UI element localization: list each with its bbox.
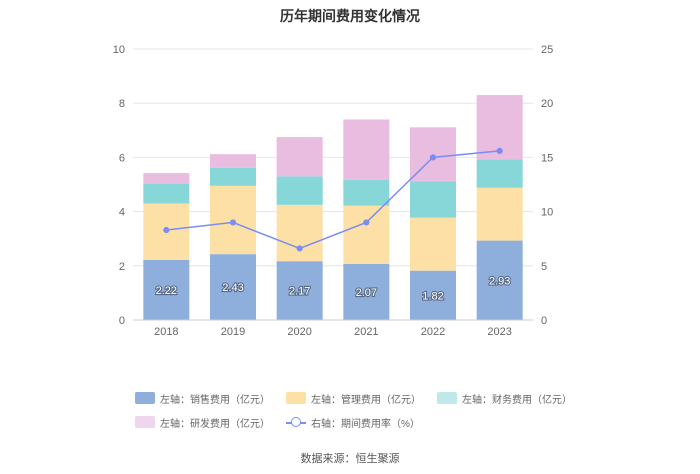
right-axis-tick: 5 <box>541 261 547 273</box>
bar-segment-2023-2 <box>476 159 523 188</box>
data-label-sales: 2.17 <box>289 286 310 298</box>
bar-segment-2019-2 <box>210 167 256 186</box>
bar-segment-2021-3 <box>343 119 390 180</box>
bar-segment-2018-2 <box>143 183 190 204</box>
right-axis-tick: 10 <box>541 207 553 219</box>
legend-item-finance[interactable]: 左轴：财务费用（亿元） <box>437 391 572 406</box>
bar-segment-2020-2 <box>276 176 323 205</box>
bar-segment-2020-0 <box>276 261 323 320</box>
legend-label-sales: 左轴：销售费用（亿元） <box>160 394 270 406</box>
legend-label-finance: 左轴：财务费用（亿元） <box>462 394 572 406</box>
legend-swatch-rate <box>286 416 306 428</box>
bar-segment-2022-2 <box>410 181 456 218</box>
right-axis-tick: 0 <box>541 315 547 327</box>
legend-item-admin[interactable]: 左轴：管理费用（亿元） <box>286 391 421 406</box>
legend-swatch-admin <box>286 392 306 404</box>
legend-label-admin: 左轴：管理费用（亿元） <box>311 394 421 406</box>
data-label-sales: 2.07 <box>356 287 377 299</box>
legend-item-rate[interactable]: 右轴：期间费用率（%） <box>286 415 420 430</box>
x-axis-tick: 2022 <box>421 326 445 338</box>
bar-segment-2022-1 <box>410 217 456 271</box>
data-source: 数据来源：恒生聚源 <box>300 453 400 465</box>
bar-segment-2023-1 <box>476 187 523 241</box>
legend-swatch-sales <box>135 392 155 404</box>
left-axis-tick: 8 <box>119 98 125 110</box>
bar-segment-2018-0 <box>143 259 190 320</box>
x-axis-tick: 2021 <box>354 326 378 338</box>
bar-segment-2021-1 <box>343 205 390 264</box>
x-axis-tick: 2019 <box>221 326 245 338</box>
legend-label-rate: 右轴：期间费用率（%） <box>311 418 420 430</box>
line-point-rate-2023 <box>496 147 503 154</box>
left-axis-tick: 0 <box>119 315 125 327</box>
bar-segment-2020-3 <box>276 137 323 177</box>
x-axis-tick: 2023 <box>487 326 511 338</box>
left-axis-tick: 2 <box>119 261 125 273</box>
left-axis-tick: 6 <box>119 152 125 164</box>
legend-item-sales[interactable]: 左轴：销售费用（亿元） <box>135 391 270 406</box>
bar-segment-2021-0 <box>343 263 390 320</box>
x-axis-tick: 2018 <box>154 326 178 338</box>
legend-swatch-rd <box>135 416 155 428</box>
line-point-rate-2019 <box>229 219 237 226</box>
bar-segment-2020-1 <box>276 204 323 262</box>
bar-segment-2023-0 <box>476 240 523 320</box>
x-axis-tick: 2020 <box>287 326 311 338</box>
right-axis-tick: 20 <box>541 98 553 110</box>
bar-segment-2021-2 <box>343 179 390 206</box>
bar-segment-2018-3 <box>143 173 190 184</box>
chart-title: 历年期间费用变化情况 <box>280 8 420 24</box>
left-axis-tick: 10 <box>113 44 125 56</box>
series-line-rate <box>166 150 500 250</box>
line-point-rate-2021 <box>363 219 370 226</box>
data-label-sales: 2.93 <box>489 275 510 287</box>
line-point-rate-2020 <box>296 245 303 252</box>
left-axis-tick: 4 <box>119 207 125 219</box>
line-point-rate-2018 <box>163 226 170 234</box>
data-label-sales: 2.22 <box>156 285 177 297</box>
bar-segment-2019-0 <box>210 254 256 320</box>
right-axis-tick: 25 <box>541 44 553 56</box>
legend: 左轴：销售费用（亿元） 左轴：管理费用（亿元） 左轴：财务费用（亿元） 左轴：研… <box>135 386 575 434</box>
data-label-sales: 2.43 <box>222 282 243 294</box>
right-axis-tick: 15 <box>541 152 553 164</box>
legend-label-rd: 左轴：研发费用（亿元） <box>160 418 270 430</box>
data-label-sales: 1.82 <box>422 290 443 302</box>
legend-swatch-finance <box>437 392 457 404</box>
bar-segment-2022-0 <box>410 270 456 320</box>
line-point-rate-2022 <box>429 154 437 161</box>
legend-item-rd[interactable]: 左轴：研发费用（亿元） <box>135 415 270 430</box>
bar-segment-2019-3 <box>210 154 256 168</box>
